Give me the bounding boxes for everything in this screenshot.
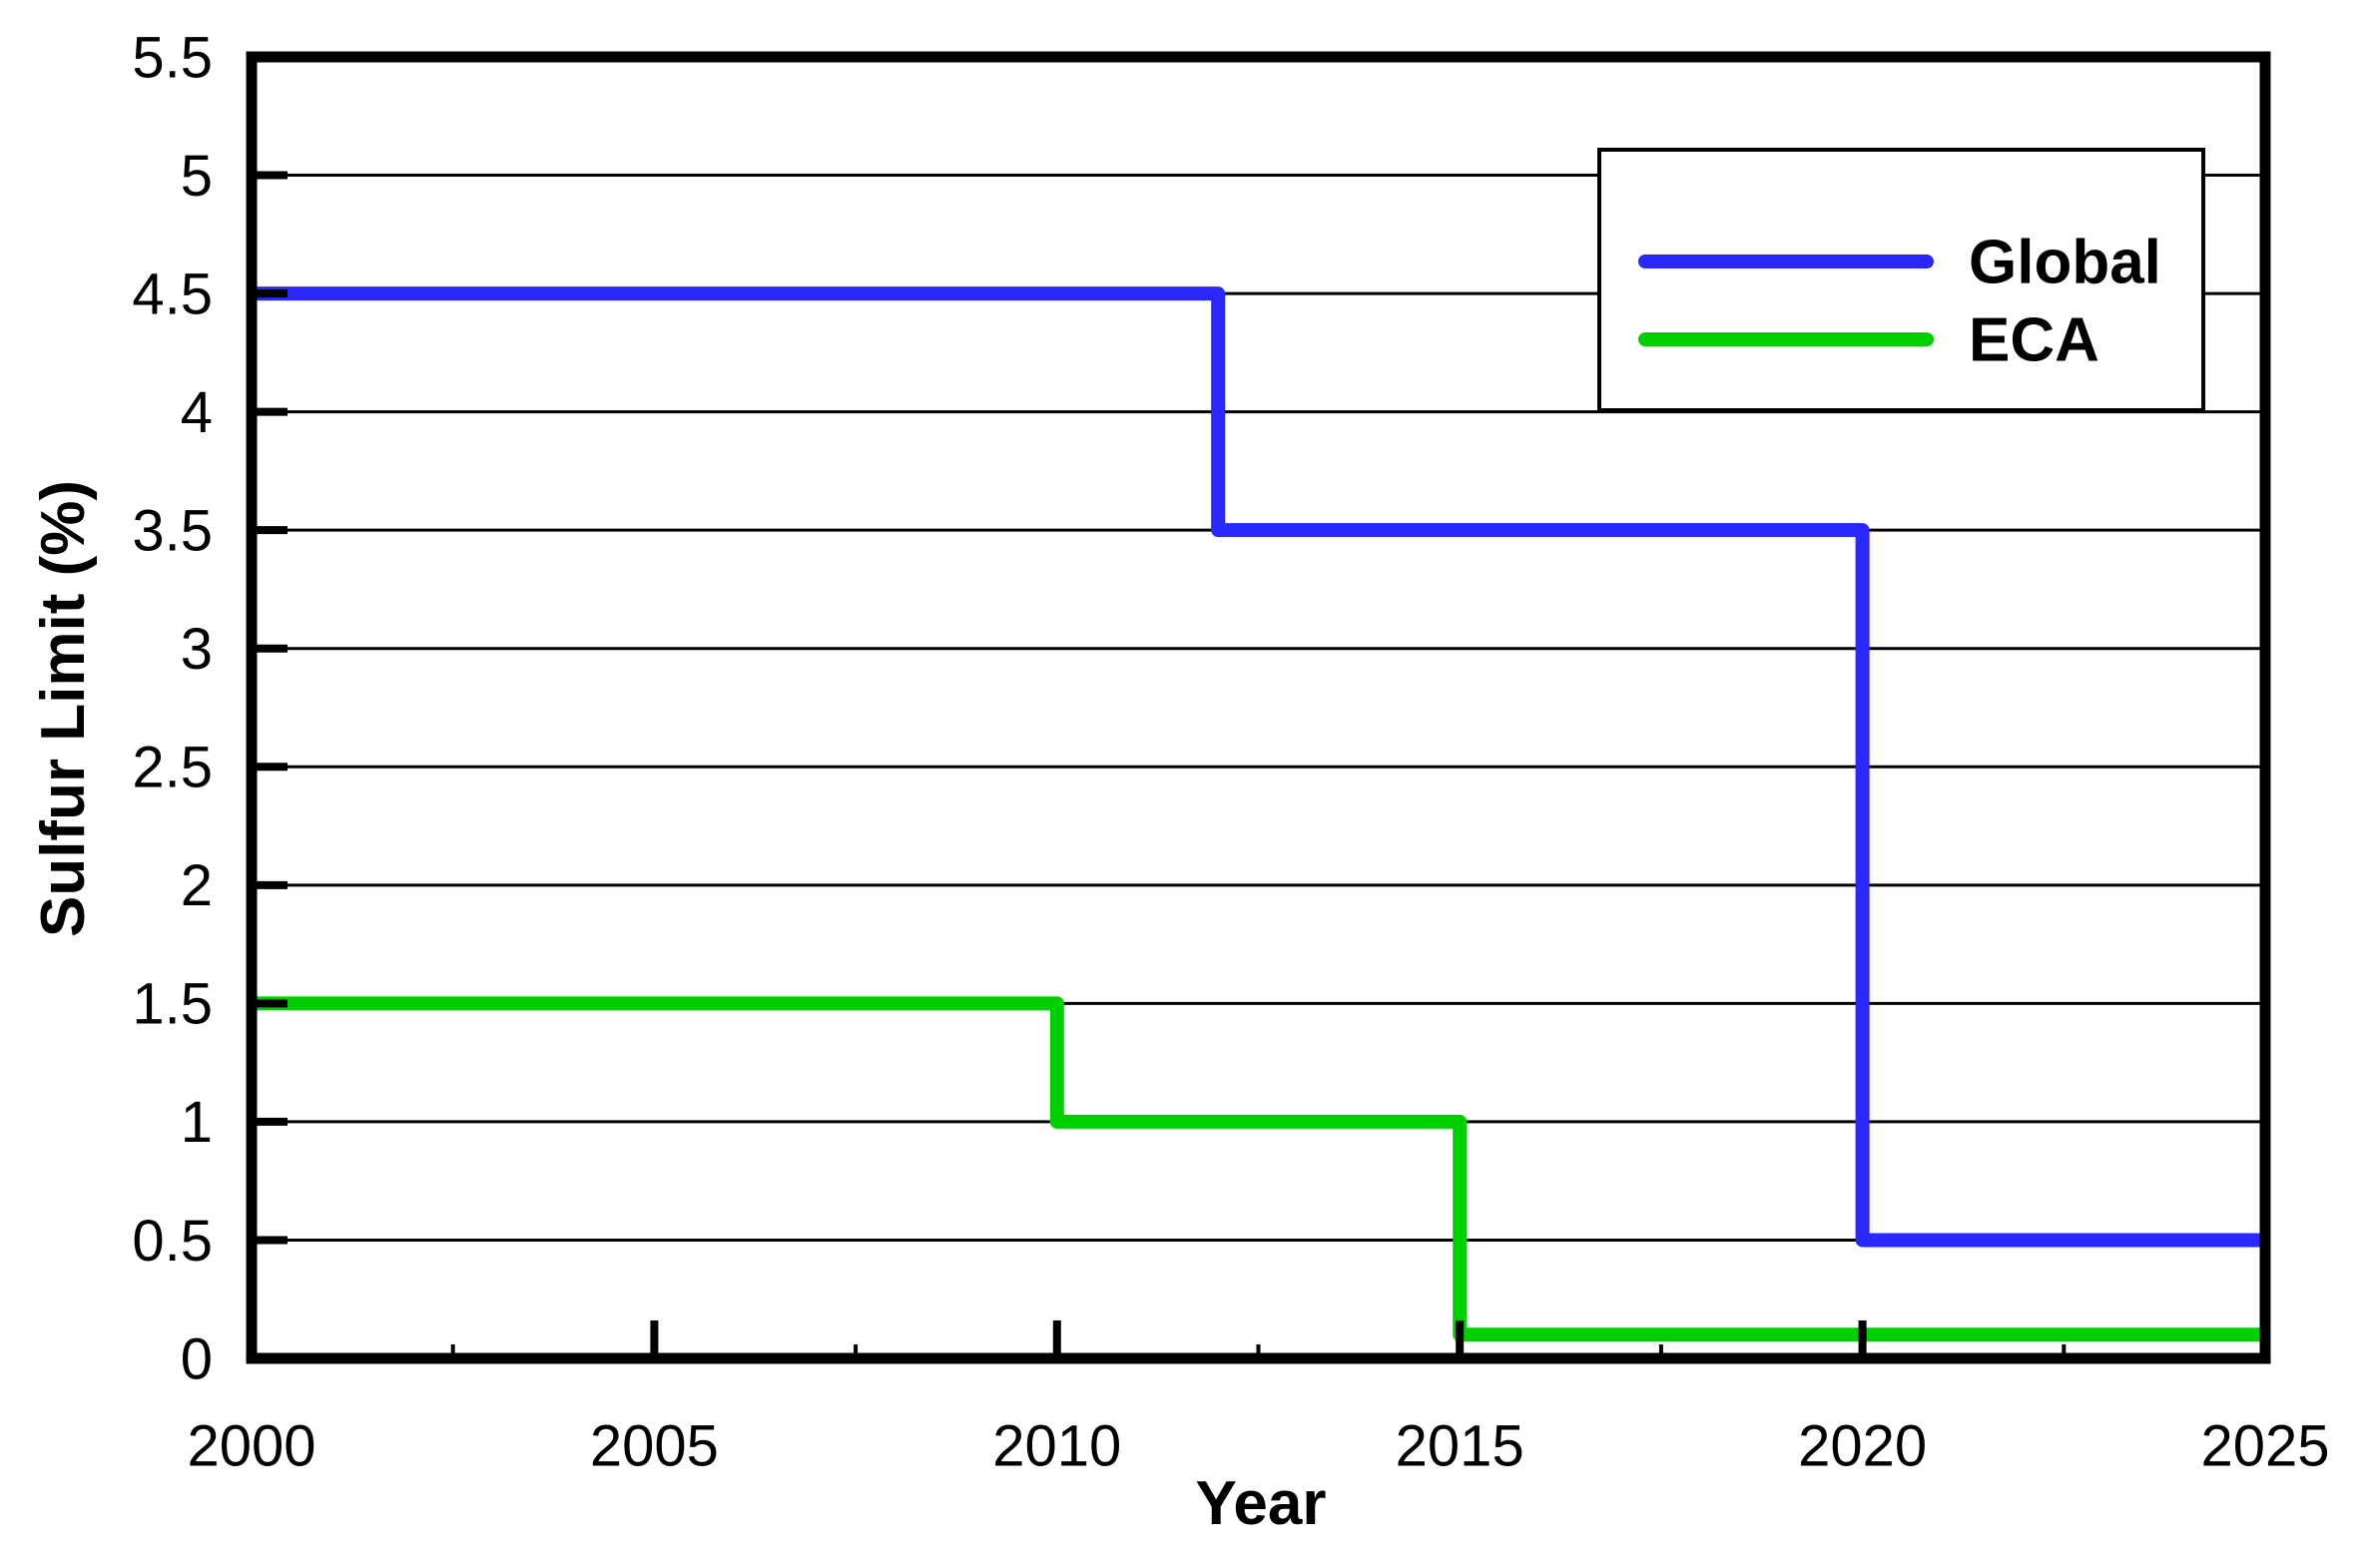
- y-tick-label: 2: [181, 853, 213, 918]
- x-tick-label: 2020: [1798, 1413, 1927, 1478]
- plot-border: [246, 51, 2271, 1364]
- series-line-global: [252, 286, 2265, 1248]
- y-tick-label: 2.5: [132, 736, 213, 800]
- series-line-eca: [252, 996, 2265, 1342]
- y-axis-title: Sulfur Limit (%): [29, 480, 98, 937]
- x-tick-label: 2010: [992, 1413, 1121, 1478]
- y-tick-label: 1.5: [132, 972, 213, 1037]
- y-tick-label: 4: [181, 380, 213, 445]
- y-tick-label: 1: [181, 1090, 213, 1155]
- y-tick-label: 3: [181, 617, 213, 682]
- x-tick-label: 2000: [187, 1413, 315, 1478]
- x-axis-title: Year: [1195, 1469, 1326, 1538]
- y-tick-label: 0.5: [132, 1209, 213, 1274]
- y-tick-label: 5.5: [132, 25, 213, 90]
- legend-box: [1597, 148, 2205, 412]
- legend-label-global: Global: [1969, 229, 2161, 297]
- x-tick-label: 2005: [590, 1413, 719, 1478]
- y-tick-label: 5: [181, 144, 213, 209]
- y-tick-label: 3.5: [132, 498, 213, 563]
- x-tick-label: 2015: [1396, 1413, 1524, 1478]
- y-tick-label: 0: [181, 1326, 213, 1391]
- y-tick-label: 4.5: [132, 261, 213, 326]
- x-tick-label: 2025: [2200, 1413, 2329, 1478]
- legend-label-eca: ECA: [1969, 306, 2099, 375]
